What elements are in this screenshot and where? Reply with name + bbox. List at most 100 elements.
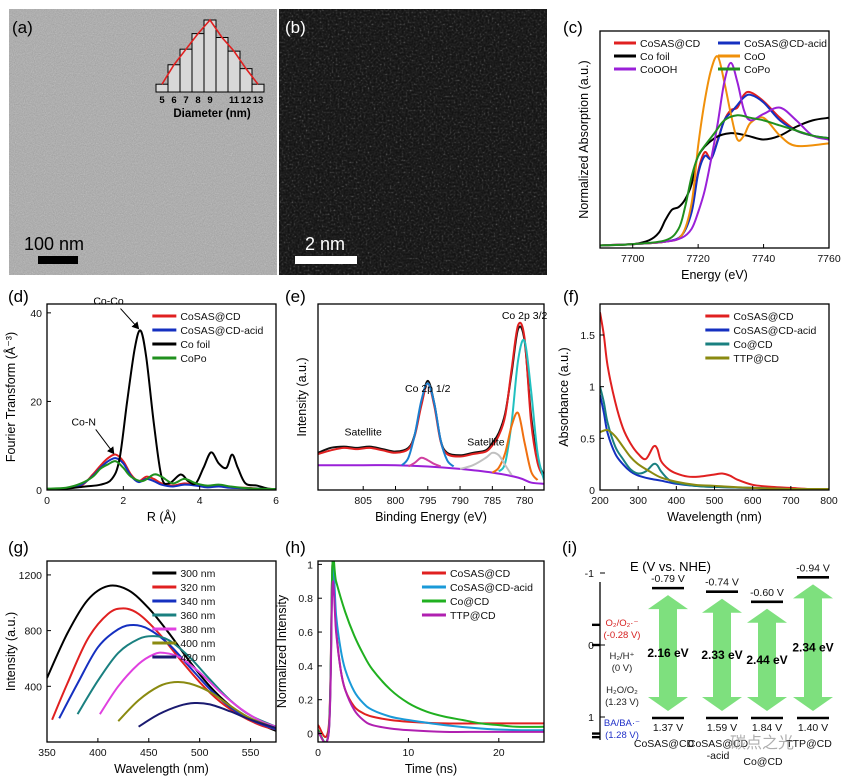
ylabel-c: Normalized Absorption (a.u.)	[577, 60, 591, 218]
annotation-arrow-d	[120, 308, 140, 330]
cb-label: -0.74 V	[705, 577, 739, 589]
xlabel-e: Binding Energy (eV)	[375, 510, 487, 524]
xlabel-f: Wavelength (nm)	[667, 510, 762, 524]
sample-name: -acid	[707, 750, 730, 762]
legend-label-g: 420 nm	[180, 652, 215, 664]
xtick-label-c: 7740	[752, 253, 776, 265]
xtick-label-e: 805	[354, 495, 372, 507]
series-e-baseline	[318, 464, 544, 485]
series-e-sat1	[407, 456, 442, 468]
ytick-label-d: 20	[30, 396, 42, 408]
inset-bar-5	[155, 83, 169, 93]
xtick-label-c: 7700	[621, 253, 645, 265]
band-tick-label: 0	[588, 640, 594, 652]
series-f-TTP-CD	[600, 428, 829, 490]
inset-fit-line	[161, 18, 259, 85]
inset-bar-9	[203, 19, 217, 93]
annotation-d: Co-Co	[93, 296, 124, 308]
vb-label: 1.59 V	[707, 722, 737, 734]
legend-label-g: 320 nm	[180, 582, 215, 594]
reference-label: (0 V)	[612, 663, 633, 674]
xtick-label-e: 795	[419, 495, 437, 507]
panel-i: (i) E (V vs. NHE) -1 0 1 O₂/O₂·⁻(-0.28 V) H₂…	[562, 538, 834, 768]
xtick-label-h: 20	[493, 747, 505, 759]
annotation-e: Satellite	[345, 426, 383, 438]
xtick-label-g: 350	[38, 747, 56, 759]
xtick-label-g: 500	[191, 747, 209, 759]
inset-bar-6	[167, 64, 181, 93]
axes-frame-c	[599, 30, 830, 249]
cb-label: -0.60 V	[750, 587, 784, 599]
reference-label: (1.28 V)	[605, 730, 639, 741]
panel-label-d: (d)	[8, 287, 29, 306]
xtick-label-g: 450	[140, 747, 158, 759]
axes-frame-g	[46, 560, 277, 743]
scalebar-a	[38, 256, 78, 264]
series-c-CoOOH	[600, 61, 829, 247]
xtick-label-h: 0	[315, 747, 321, 759]
diameter-histogram-inset: 5 6 7 8 9 11 12 13	[155, 18, 265, 106]
xtick-label-c: 7760	[817, 253, 841, 265]
ytick-label-h: 0.6	[298, 627, 313, 639]
scalebar-label-a: 100 nm	[24, 234, 84, 254]
inset-tick-11: 11	[229, 95, 240, 106]
band-gap-arrow	[648, 595, 688, 711]
legend-label-c: Co foil	[640, 51, 670, 63]
legend-label-f: Co@CD	[733, 339, 773, 351]
legend-label-g: 380 nm	[180, 624, 215, 636]
panel-label-f: (f)	[563, 287, 579, 306]
ylabel-f: Absorbance (a.u.)	[557, 347, 571, 446]
series-group-g	[47, 584, 276, 732]
xtick-label-e: 790	[451, 495, 469, 507]
chart-d: (d) 0 2 4 6 0 20 40 R (Å) Fourier Transform (Å⁻³)…	[3, 287, 279, 524]
panel-a: (a) 100 nm 5 6 7 8 9 11 12 13 Diameter (nm)	[9, 9, 277, 275]
series-group-d	[47, 329, 276, 490]
axes-frame-h	[317, 560, 545, 743]
legend-label-c: CoSAS@CD-acid	[744, 38, 827, 50]
series-d-CoPo	[47, 460, 276, 490]
sample-name: CoSAS@CD	[634, 738, 695, 750]
xtick-label-f: 300	[629, 495, 647, 507]
xtick-label-d: 6	[273, 495, 279, 507]
ytick-label-d: 0	[36, 485, 42, 497]
xlabel-h: Time (ns)	[405, 762, 457, 776]
legend-label-h: CoSAS@CD-acid	[450, 582, 533, 594]
ytick-label-h: 0	[307, 729, 313, 741]
sample-name: CoSAS@CD	[688, 738, 749, 750]
series-e-p3-2	[497, 338, 544, 481]
xtick-label-c: 7720	[686, 253, 710, 265]
ytick-label-f: 0.5	[580, 433, 595, 445]
chart-e: (e) 805 800 795 790 785 780 Binding Energy (eV)…	[285, 287, 548, 524]
band-gap-arrow	[702, 598, 742, 711]
panel-b: (b) 2 nm	[279, 9, 547, 275]
inset-tick-13: 13	[253, 95, 264, 106]
band-tick-label: 1	[588, 712, 594, 724]
series-c-CoSAS-CD-acid	[600, 93, 829, 247]
ytick-label-f: 1	[589, 382, 595, 394]
inset-tick-12: 12	[241, 95, 252, 106]
inset-tick-5: 5	[159, 95, 165, 106]
watermark: 碳点之光	[730, 733, 794, 752]
band-gap-arrow	[793, 584, 833, 711]
xtick-label-h: 10	[403, 747, 415, 759]
series-h-Co-CD	[318, 561, 544, 742]
ytick-label-d: 40	[30, 308, 42, 320]
band-gap-label: 2.44 eV	[746, 653, 787, 667]
panel-label-g: (g)	[8, 538, 29, 557]
xtick-label-g: 550	[242, 747, 260, 759]
ylabel-g: Intensity (a.u.)	[4, 612, 18, 691]
legend-label-h: Co@CD	[450, 596, 490, 608]
band-ylabel: E (V vs. NHE)	[630, 559, 711, 574]
xtick-label-f: 200	[591, 495, 609, 507]
reference-label: H₂O/O₂	[606, 685, 638, 696]
band-gap-label: 2.16 eV	[647, 646, 688, 660]
ylabel-d: Fourier Transform (Å⁻³)	[3, 332, 18, 462]
series-group-f	[600, 312, 829, 490]
chart-c: (c) 7700 7720 7740 7760 Energy (eV) Normalized…	[563, 18, 841, 282]
ylabel-h: Normalized Intensity	[275, 594, 289, 708]
sample-name: Co@CD	[743, 756, 783, 768]
vb-label: 1.37 V	[653, 722, 683, 734]
ytick-label-h: 0.8	[298, 593, 313, 605]
legend-label-c: CoPo	[744, 64, 770, 76]
